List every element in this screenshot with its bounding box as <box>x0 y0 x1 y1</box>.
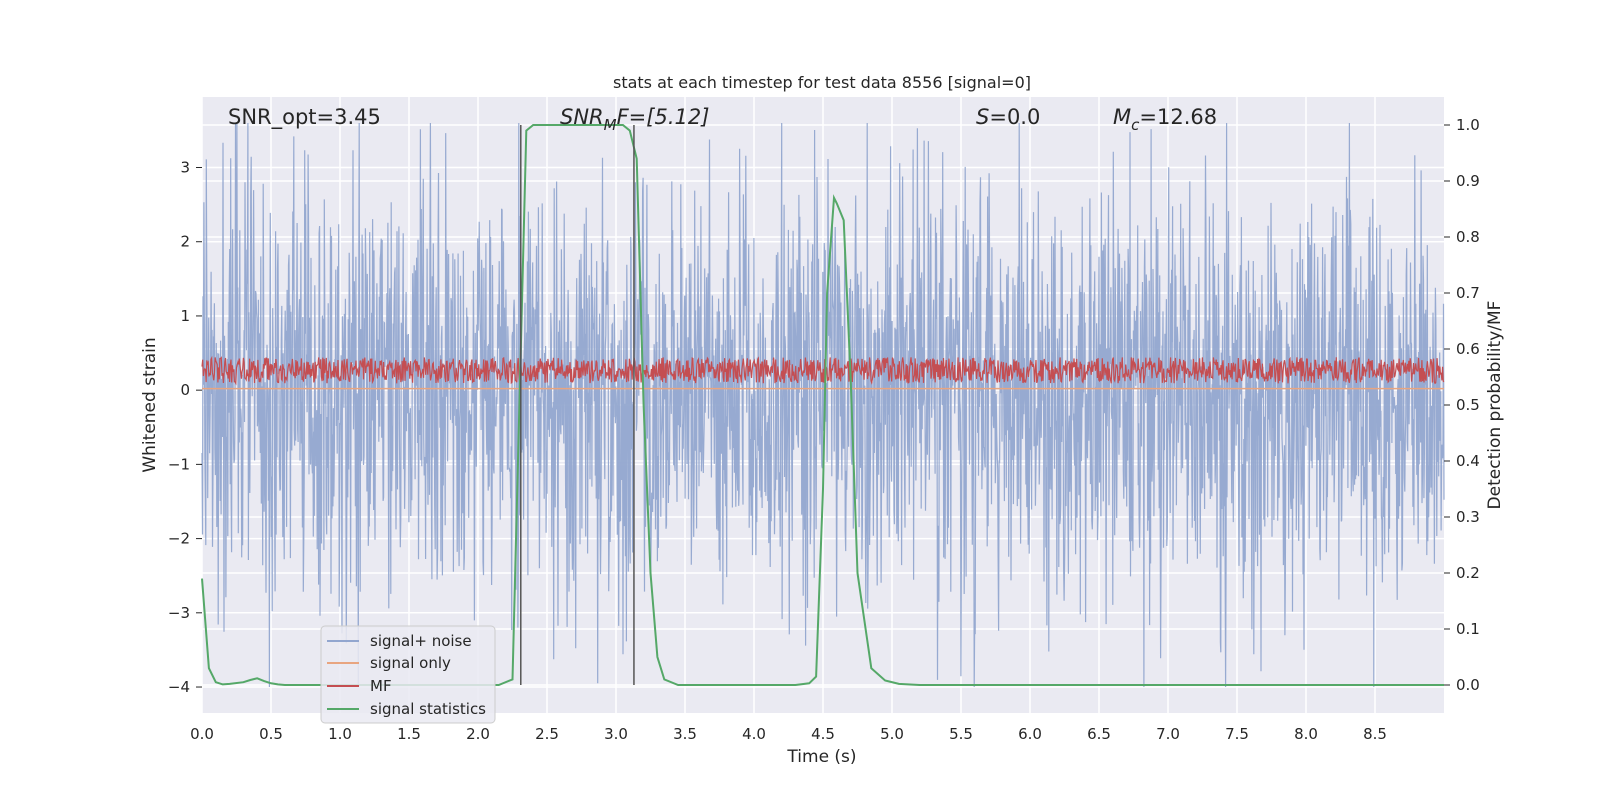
annotation-mc-sub: c <box>1131 116 1140 134</box>
x-tick-label: 4.5 <box>811 725 835 743</box>
right-y-tick-label: 0.1 <box>1456 620 1480 638</box>
annotation-mc: Mc=12.68 <box>1113 105 1217 134</box>
right-y-tick-labels: 1.0 0.9 0.8 0.7 0.6 0.5 0.4 0.3 0.2 0.1 0.0 <box>1444 116 1480 694</box>
x-tick-label: 1.5 <box>397 725 421 743</box>
left-y-axis-label: Whitened strain <box>140 337 160 472</box>
chart-title: stats at each timestep for test data 855… <box>613 73 1031 92</box>
left-y-tick-label: −2 <box>168 530 190 548</box>
legend-label-signal-statistics: signal statistics <box>370 700 486 718</box>
annotation-snr-opt: SNR_opt=3.45 <box>228 105 381 130</box>
left-y-tick-label: 1 <box>180 307 190 325</box>
right-y-tick-label: 0.2 <box>1456 564 1480 582</box>
right-y-tick-label: 0.7 <box>1456 284 1480 302</box>
legend-label-mf: MF <box>370 677 392 695</box>
right-y-tick-label: 0.0 <box>1456 676 1480 694</box>
left-y-tick-label: 0 <box>180 381 190 399</box>
right-y-tick-label: 0.9 <box>1456 172 1480 190</box>
x-tick-label: 1.0 <box>328 725 352 743</box>
right-y-tick-label: 0.4 <box>1456 452 1480 470</box>
x-tick-label: 0.5 <box>259 725 283 743</box>
right-y-tick-label: 1.0 <box>1456 116 1480 134</box>
legend-box <box>320 625 496 724</box>
annotation-s-rest: =0.0 <box>989 105 1040 129</box>
annotation-mc-base: M <box>1113 105 1131 129</box>
left-y-tick-label: −4 <box>168 678 190 696</box>
x-tick-labels: 0.0 0.5 1.0 1.5 2.0 2.5 3.0 3.5 4.0 4.5 5.0 5.5 6.0 6… <box>190 725 1387 743</box>
annotation-snr-mf-rest: F=[5.12] <box>617 105 710 129</box>
series-signal-noise-line <box>201 122 1445 688</box>
annotation-mc-rest: =12.68 <box>1139 105 1217 129</box>
left-y-tick-label: −1 <box>168 455 190 473</box>
left-y-tick-label: 2 <box>180 233 190 251</box>
left-y-tick-label: −3 <box>168 604 190 622</box>
vertical-markers <box>520 125 635 685</box>
right-y-tick-label: 0.5 <box>1456 396 1480 414</box>
x-tick-label: 7.5 <box>1225 725 1249 743</box>
x-tick-label: 2.5 <box>535 725 559 743</box>
x-tick-label: 6.5 <box>1087 725 1111 743</box>
right-y-tick-label: 0.3 <box>1456 508 1480 526</box>
x-tick-label: 4.0 <box>742 725 766 743</box>
right-y-axis-label: Detection probability/MF <box>1485 301 1505 510</box>
series-mf-line <box>201 355 1445 386</box>
x-tick-label: 8.0 <box>1294 725 1318 743</box>
right-y-tick-label: 0.6 <box>1456 340 1480 358</box>
annotation-snr-mf-base: SNR <box>560 105 604 129</box>
annotation-s-var: S <box>976 105 989 129</box>
annotation-snr-mf-sub: M <box>604 116 617 134</box>
x-tick-label: 2.0 <box>466 725 490 743</box>
x-tick-label: 5.0 <box>880 725 904 743</box>
legend-label-signal-noise: signal+ noise <box>370 632 472 650</box>
x-tick-label: 7.0 <box>1156 725 1180 743</box>
legend: signal+ noise signal only MF signal stat… <box>320 625 496 724</box>
x-tick-label: 3.0 <box>604 725 628 743</box>
x-axis-label: Time (s) <box>786 747 856 767</box>
legend-label-signal-only: signal only <box>370 654 451 672</box>
left-y-tick-label: 3 <box>180 159 190 177</box>
x-tick-label: 6.0 <box>1018 725 1042 743</box>
left-y-tick-labels: 3 2 1 0 −1 −2 −3 −4 <box>168 159 202 696</box>
x-tick-label: 5.5 <box>949 725 973 743</box>
annotation-snr-mf: SNRMF=[5.12] <box>560 105 709 134</box>
x-tick-label: 0.0 <box>190 725 214 743</box>
right-y-tick-label: 0.8 <box>1456 228 1480 246</box>
annotation-s: S=0.0 <box>976 105 1040 129</box>
x-tick-label: 8.5 <box>1363 725 1387 743</box>
x-tick-label: 3.5 <box>673 725 697 743</box>
